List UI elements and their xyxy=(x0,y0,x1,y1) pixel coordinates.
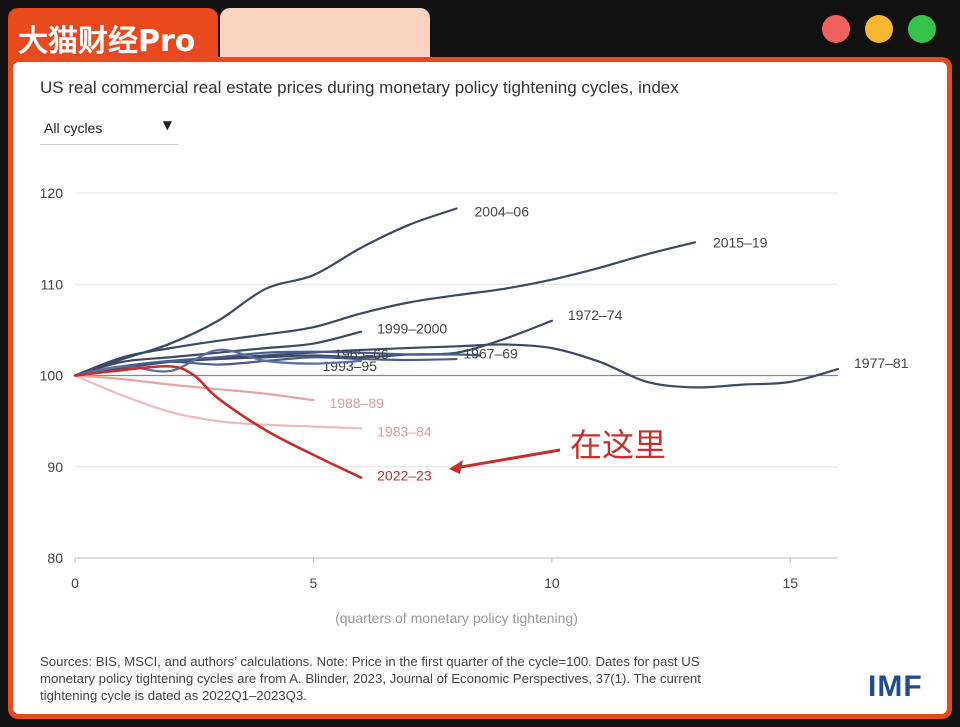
series-line-2022-23 xyxy=(73,364,363,479)
series-label-1967-69: 1967–69 xyxy=(463,345,518,361)
series-label-2004-06: 2004–06 xyxy=(475,204,530,220)
series-label-1983-84: 1983–84 xyxy=(377,423,432,439)
series-line-2004-06 xyxy=(73,207,458,377)
y-tick-label: 80 xyxy=(47,550,63,566)
series-label-1965-66: 1965–66 xyxy=(334,346,389,362)
sources-line: monetary policy tightening cycles are fr… xyxy=(40,671,701,686)
series-line-2015-19 xyxy=(73,241,697,377)
x-tick-label: 15 xyxy=(783,575,799,591)
y-tick-label: 120 xyxy=(40,185,64,201)
secondary-tab[interactable] xyxy=(220,8,430,58)
series-label-2015-19: 2015–19 xyxy=(713,234,768,250)
x-tick-label: 10 xyxy=(544,575,560,591)
y-tick-label: 90 xyxy=(47,459,63,475)
sources-line: tightening cycle is dated as 2022Q1–2023… xyxy=(40,688,307,703)
x-axis-label: (quarters of monetary policy tightening) xyxy=(335,610,578,626)
y-tick-label: 110 xyxy=(41,276,64,292)
y-tick-label: 100 xyxy=(40,368,64,384)
x-tick-label: 0 xyxy=(71,575,79,591)
series-line-1977-81 xyxy=(73,343,840,389)
cycle-dropdown[interactable]: All cycles ▼ xyxy=(40,116,178,145)
series-line-1988-89 xyxy=(73,374,315,402)
series-line-1999-2000 xyxy=(73,330,363,377)
annotation-arrow-line xyxy=(456,448,561,470)
sources-line: Sources: BIS, MSCI, and authors’ calcula… xyxy=(40,654,700,669)
cycle-dropdown-value: All cycles xyxy=(44,120,103,136)
annotation-label: 在这里 xyxy=(570,426,666,464)
window-close-dot[interactable] xyxy=(822,15,850,43)
sources-note: Sources: BIS, MSCI, and authors’ calcula… xyxy=(40,653,840,704)
series-label-1988-89: 1988–89 xyxy=(329,395,384,411)
window-maximize-dot[interactable] xyxy=(908,15,936,43)
series-label-1977-81: 1977–81 xyxy=(854,355,909,371)
series-label-2022-23: 2022–23 xyxy=(377,468,432,484)
chevron-down-icon: ▼ xyxy=(162,118,172,132)
brand-name: 大猫财经Pro xyxy=(18,24,196,59)
series-label-1999-2000: 1999–2000 xyxy=(377,321,447,337)
series-label-1972-74: 1972–74 xyxy=(568,307,623,323)
series-line-1965-66 xyxy=(73,348,363,377)
brand-tab: 大猫财经Pro xyxy=(8,8,218,59)
imf-logo: IMF xyxy=(868,670,923,703)
series-line-1983-84 xyxy=(73,374,363,430)
annotation-arrowhead xyxy=(449,460,463,474)
chart-card xyxy=(13,62,947,714)
window-minimize-dot[interactable] xyxy=(865,15,893,43)
chart-title: US real commercial real estate prices du… xyxy=(40,78,679,97)
x-tick-label: 5 xyxy=(310,575,318,591)
